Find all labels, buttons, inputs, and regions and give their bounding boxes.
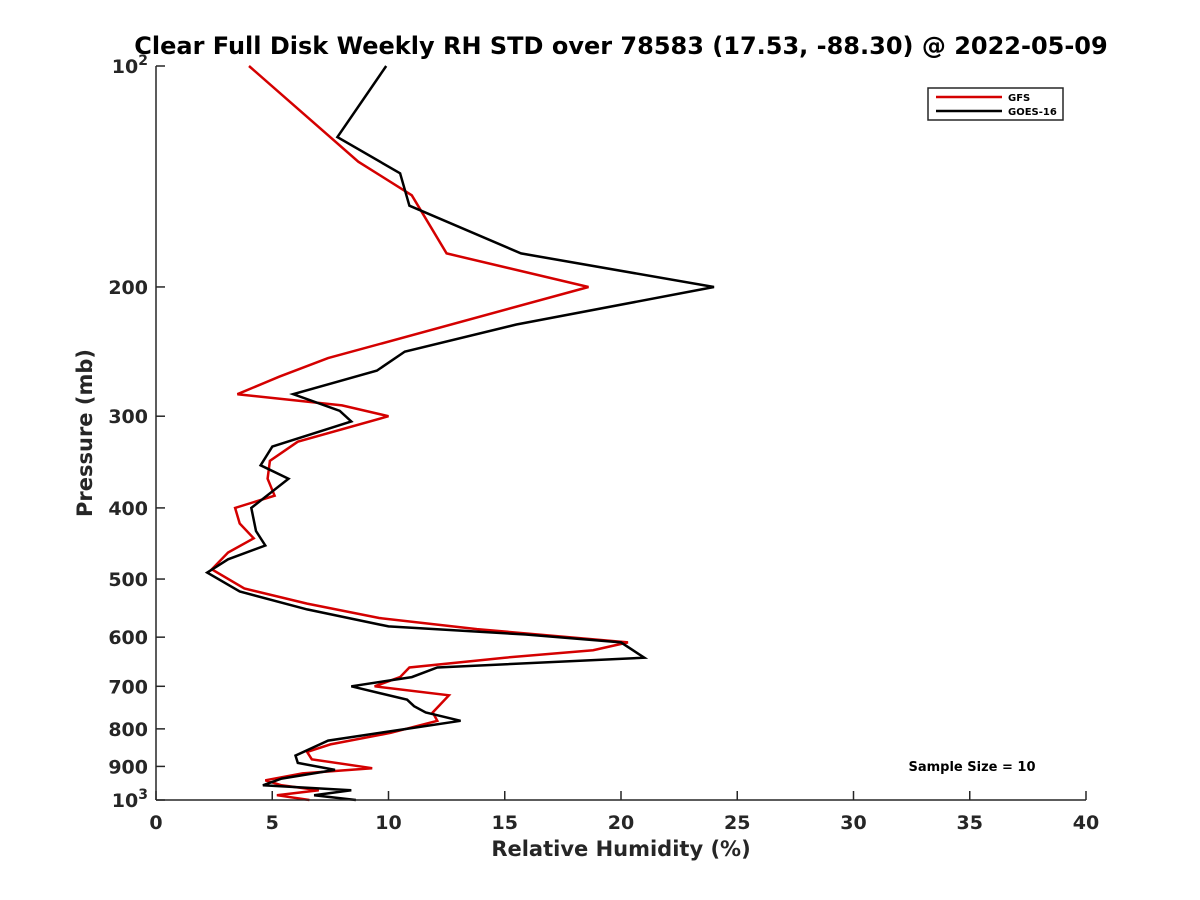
x-tick-label: 35 bbox=[957, 812, 983, 834]
y-tick-label: 600 bbox=[108, 627, 148, 649]
sample-size-annotation: Sample Size = 10 bbox=[908, 760, 1035, 775]
plot-area: 0 5 10 15 20 25 30 35 40 102 200 300 400 500 600 700 80… bbox=[108, 53, 1099, 834]
y-tick-label: 102 bbox=[112, 53, 148, 78]
x-tick-label: 0 bbox=[149, 812, 162, 834]
y-tick-label: 300 bbox=[108, 406, 148, 428]
x-tick-label: 40 bbox=[1073, 812, 1099, 834]
legend-label-gfs: GFS bbox=[1008, 93, 1030, 104]
y-tick-label: 900 bbox=[108, 756, 148, 778]
x-tick-label: 25 bbox=[724, 812, 750, 834]
legend-label-goes16: GOES-16 bbox=[1008, 107, 1057, 118]
x-axis-label: Relative Humidity (%) bbox=[491, 837, 750, 861]
y-tick-label: 400 bbox=[108, 498, 148, 520]
series-line-gfs bbox=[209, 65, 629, 802]
series-layer bbox=[204, 65, 715, 802]
y-tick-label: 500 bbox=[108, 569, 148, 591]
y-tick-label: 700 bbox=[108, 676, 148, 698]
x-tick-label: 15 bbox=[492, 812, 518, 834]
y-axis-label: Pressure (mb) bbox=[73, 349, 97, 517]
x-tick-label: 10 bbox=[375, 812, 401, 834]
legend: GFS GOES-16 bbox=[927, 87, 1064, 121]
x-tick-label: 20 bbox=[608, 812, 634, 834]
y-ticks: 102 200 300 400 500 600 700 800 900 103 bbox=[108, 53, 165, 812]
y-tick-label: 103 bbox=[112, 787, 148, 812]
legend-box bbox=[927, 87, 1064, 121]
y-tick-label: 800 bbox=[108, 719, 148, 741]
chart-title: Clear Full Disk Weekly RH STD over 78583… bbox=[134, 32, 1107, 60]
series-line-goes16 bbox=[204, 65, 715, 802]
y-tick-label: 200 bbox=[108, 277, 148, 299]
x-tick-label: 5 bbox=[266, 812, 279, 834]
x-tick-label: 30 bbox=[840, 812, 866, 834]
x-ticks: 0 5 10 15 20 25 30 35 40 bbox=[149, 791, 1099, 834]
